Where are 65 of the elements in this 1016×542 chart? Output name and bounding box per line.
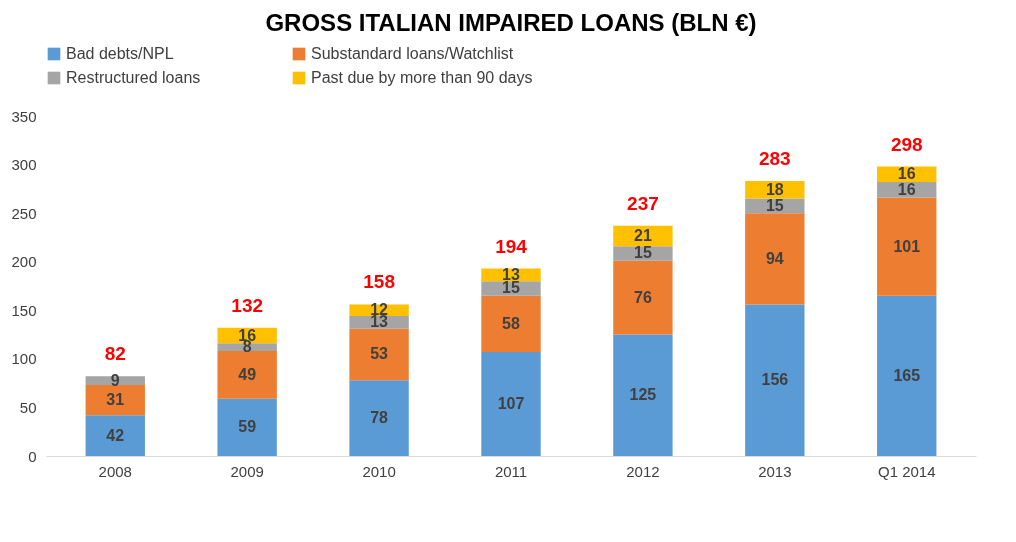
- legend-label: Substandard loans/Watchlist: [311, 45, 514, 62]
- data-label: 16: [897, 180, 916, 198]
- data-label: 18: [765, 180, 784, 198]
- bar: [349, 380, 409, 456]
- total-label: 298: [890, 133, 923, 155]
- bar: [217, 398, 277, 456]
- data-label: 21: [634, 226, 652, 244]
- y-tick-label: 250: [11, 204, 37, 222]
- y-tick-label: 300: [11, 156, 37, 174]
- x-tick-label: 2008: [98, 462, 132, 480]
- y-tick-label: 200: [11, 253, 37, 271]
- legend-label: Past due by more than 90 days: [311, 69, 533, 86]
- x-tick-label: 2012: [626, 462, 660, 480]
- bar: [481, 352, 541, 456]
- data-label: 42: [106, 426, 125, 444]
- bar: [349, 328, 409, 381]
- data-label: 9: [110, 371, 120, 389]
- x-tick-label: Q1 2014: [877, 462, 936, 480]
- x-tick-label: 2009: [230, 462, 264, 480]
- data-label: 15: [502, 279, 520, 297]
- y-tick-label: 150: [11, 301, 37, 319]
- x-tick-label: 2013: [758, 462, 792, 480]
- total-label: 132: [231, 294, 264, 316]
- total-label: 82: [104, 343, 126, 365]
- data-label: 59: [238, 418, 257, 436]
- data-label: 125: [629, 386, 657, 404]
- x-tick-label: 2010: [362, 462, 396, 480]
- bar: [85, 376, 145, 386]
- total-label: 194: [495, 235, 528, 257]
- y-tick-label: 0: [28, 447, 37, 465]
- bar: [217, 351, 277, 399]
- bar: [877, 295, 937, 456]
- bar: [745, 181, 805, 199]
- bar: [877, 197, 937, 296]
- data-label: 78: [370, 409, 389, 427]
- bar: [481, 295, 541, 353]
- legend-label: Bad debts/NPL: [66, 45, 174, 62]
- data-label: 53: [370, 345, 389, 363]
- bar: [85, 385, 145, 416]
- data-label: 15: [765, 196, 784, 214]
- data-label: 58: [502, 314, 520, 332]
- data-label: 76: [634, 288, 652, 306]
- data-label: 16: [897, 165, 916, 183]
- bar: [85, 415, 145, 456]
- data-label: 31: [106, 391, 125, 409]
- chart-title: GROSS ITALIAN IMPAIRED LOANS (BLN €): [265, 9, 757, 36]
- x-tick-label: 2011: [494, 462, 528, 480]
- y-tick-label: 50: [19, 398, 37, 416]
- data-label: 49: [238, 365, 257, 383]
- data-label: 94: [765, 249, 784, 267]
- data-label: 165: [893, 366, 921, 384]
- bar: [613, 334, 673, 456]
- y-tick-label: 350: [11, 107, 37, 125]
- data-label: 101: [893, 237, 921, 255]
- total-label: 158: [363, 271, 395, 293]
- total-label: 237: [627, 192, 659, 214]
- bar: [745, 213, 805, 305]
- y-tick-label: 100: [11, 350, 37, 368]
- bar: [613, 260, 673, 335]
- data-label: 156: [761, 371, 789, 389]
- data-label: 107: [497, 395, 525, 413]
- legend-label: Restructured loans: [66, 69, 201, 86]
- data-label: 15: [634, 244, 652, 262]
- total-label: 283: [758, 148, 791, 170]
- bar: [745, 304, 805, 456]
